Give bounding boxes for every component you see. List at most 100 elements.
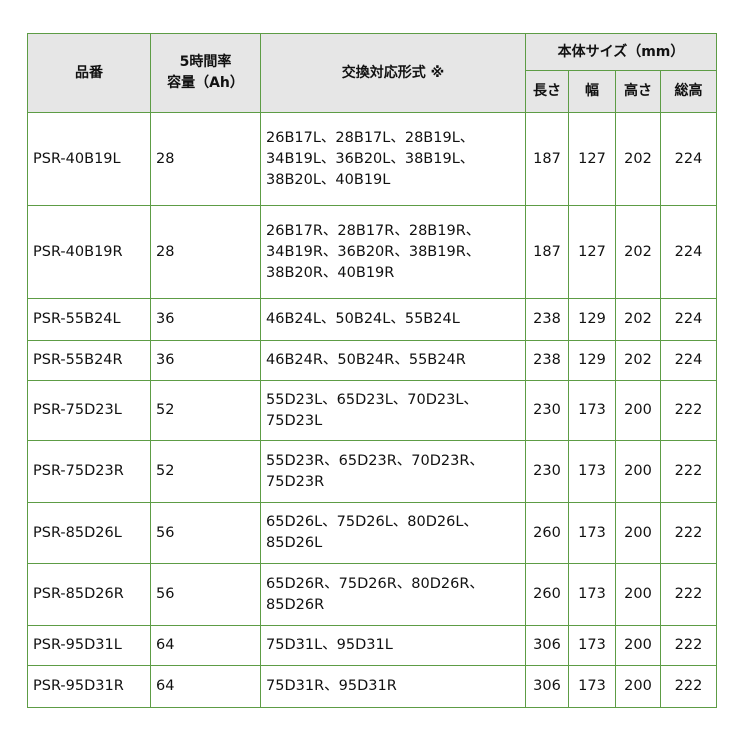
text-line: 75D31R、95D31R	[266, 678, 397, 694]
header-cell: 長さ	[525, 70, 569, 113]
table-cell: PSR-55B24R	[27, 340, 151, 381]
table-cell: 173	[568, 563, 616, 626]
table-cell: 65D26R、75D26R、80D26R、 85D26R	[260, 563, 526, 626]
table-row: PSR-40B19L 28 26B17L、28B17L、28B19L、 34B19L、…	[27, 112, 717, 206]
table-cell: PSR-75D23L	[27, 380, 151, 441]
table-cell: PSR-95D31L	[27, 625, 151, 666]
table-cell: 222	[660, 502, 717, 564]
table-cell: 224	[660, 298, 717, 341]
table-cell: 224	[660, 340, 717, 381]
text-line: 46B24R、50B24R、55B24R	[266, 352, 466, 368]
table-row: PSR-55B24R 36 46B24R、50B24R、55B24R 238 129 20…	[27, 340, 717, 381]
spec-table: 品番 5時間率 容量（Ah） 交換対応形式 ※ 本体サイズ（mm） 長さ幅高さ 総高 PSR-…	[27, 33, 717, 708]
table-cell: 200	[615, 502, 661, 564]
header-cell: 5時間率容量（Ah）	[150, 33, 261, 113]
table-cell: PSR-75D23R	[27, 440, 151, 503]
table-cell: 222	[660, 380, 717, 441]
text-line: 75D31L、95D31L	[266, 637, 393, 653]
text-line: 38B20R、40B19R	[266, 264, 395, 281]
table-cell: PSR-85D26R	[27, 563, 151, 626]
table-cell: 173	[568, 380, 616, 441]
table-cell: PSR-40B19L	[27, 112, 151, 206]
table-cell: 222	[660, 563, 717, 626]
text-line: 38B20L、40B19L	[266, 171, 391, 188]
table-cell: 306	[525, 665, 569, 708]
table-cell: 64	[150, 625, 261, 666]
header-row: 長さ幅高さ 総高	[28, 70, 717, 113]
table-row: PSR-95D31R 64 75D31R、95D31R 306 173 200 222	[27, 665, 717, 708]
table-row: PSR-55B24L 36 46B24L、50B24L、55B24L 238 129 20…	[27, 298, 717, 341]
header-cell: 交換対応形式 ※	[260, 33, 526, 113]
table-cell: 28	[150, 112, 261, 206]
text-line: 5時間率	[179, 54, 232, 70]
table-cell: 55D23R、65D23R、70D23R、 75D23R	[260, 440, 526, 503]
table-cell: PSR-40B19R	[27, 205, 151, 299]
table-cell: 238	[525, 298, 569, 341]
table-cell: PSR-95D31R	[27, 665, 151, 708]
table-cell: PSR-85D26L	[27, 502, 151, 564]
table-cell: 200	[615, 563, 661, 626]
table-cell: 28	[150, 205, 261, 299]
table-cell: 75D31R、95D31R	[260, 665, 526, 708]
table-cell: 187	[525, 112, 569, 206]
table-row: PSR-85D26R 56 65D26R、75D26R、80D26R、 85D26R 2…	[27, 563, 717, 626]
table-cell: 222	[660, 625, 717, 666]
table-cell: 200	[615, 665, 661, 708]
table-cell: 202	[615, 112, 661, 206]
table-cell: 202	[615, 298, 661, 341]
table-cell: 224	[660, 205, 717, 299]
text-line: 85D26R	[266, 596, 325, 613]
table-cell: 36	[150, 298, 261, 341]
text-line: 55D23L、65D23L、70D23L、	[266, 391, 478, 408]
text-line: 26B17L、28B17L、28B19L、	[266, 129, 475, 146]
text-line: 34B19L、36B20L、38B19L、	[266, 150, 475, 167]
header-cell: 総高	[660, 70, 717, 113]
table-cell: 36	[150, 340, 261, 381]
table-cell: 173	[568, 440, 616, 503]
table-cell: 238	[525, 340, 569, 381]
table-row: PSR-95D31L 64 75D31L、95D31L 306 173 200 222	[27, 625, 717, 666]
header-cell: 幅	[568, 70, 616, 113]
text-line: 65D26L、75D26L、80D26L、	[266, 514, 478, 530]
table-cell: 222	[660, 665, 717, 708]
table-cell: 260	[525, 502, 569, 564]
header-cell: 品番	[27, 33, 151, 113]
table-cell: 202	[615, 205, 661, 299]
table-cell: 26B17R、28B17R、28B19R、 34B19R、36B20R、38B19…	[260, 205, 526, 299]
table-cell: 230	[525, 380, 569, 441]
table-cell: 65D26L、75D26L、80D26L、 85D26L	[260, 502, 526, 564]
text-line: 85D26L	[266, 535, 323, 551]
header-cell: 本体サイズ（mm）	[525, 33, 717, 71]
text-line: 75D23R	[266, 473, 325, 490]
table-cell: 200	[615, 625, 661, 666]
table-cell: 202	[615, 340, 661, 381]
table-cell: 52	[150, 440, 261, 503]
table-cell: 56	[150, 563, 261, 626]
table-cell: 306	[525, 625, 569, 666]
table-row: PSR-75D23L 52 55D23L、65D23L、70D23L、 75D23L 2…	[27, 380, 717, 441]
text-line: 55D23R、65D23R、70D23R、	[266, 452, 484, 469]
text-line: 34B19R、36B20R、38B19R、	[266, 243, 481, 260]
table-cell: 173	[568, 625, 616, 666]
table-cell: 129	[568, 298, 616, 341]
text-line: 75D23L	[266, 412, 323, 429]
table-cell: 75D31L、95D31L	[260, 625, 526, 666]
text-line: 65D26R、75D26R、80D26R、	[266, 575, 484, 592]
table-row: PSR-85D26L 56 65D26L、75D26L、80D26L、 85D26L 2…	[27, 502, 717, 564]
table-row: PSR-40B19R 28 26B17R、28B17R、28B19R、 34B19R、…	[27, 205, 717, 299]
text-line: 26B17R、28B17R、28B19R、	[266, 222, 481, 239]
table-cell: PSR-55B24L	[27, 298, 151, 341]
header-row: 品番 5時間率 容量（Ah） 交換対応形式 ※ 本体サイズ（mm）	[27, 33, 717, 113]
table-cell: 200	[615, 380, 661, 441]
table-cell: 127	[568, 112, 616, 206]
table-cell: 200	[615, 440, 661, 503]
table-cell: 52	[150, 380, 261, 441]
text-line: 46B24L、50B24L、55B24L	[266, 311, 460, 327]
table-cell: 46B24R、50B24R、55B24R	[260, 340, 526, 381]
text-line: 容量（Ah）	[167, 75, 244, 91]
table-cell: 129	[568, 340, 616, 381]
table-cell: 224	[660, 112, 717, 206]
table-cell: 173	[568, 665, 616, 708]
table-cell: 55D23L、65D23L、70D23L、 75D23L	[260, 380, 526, 441]
